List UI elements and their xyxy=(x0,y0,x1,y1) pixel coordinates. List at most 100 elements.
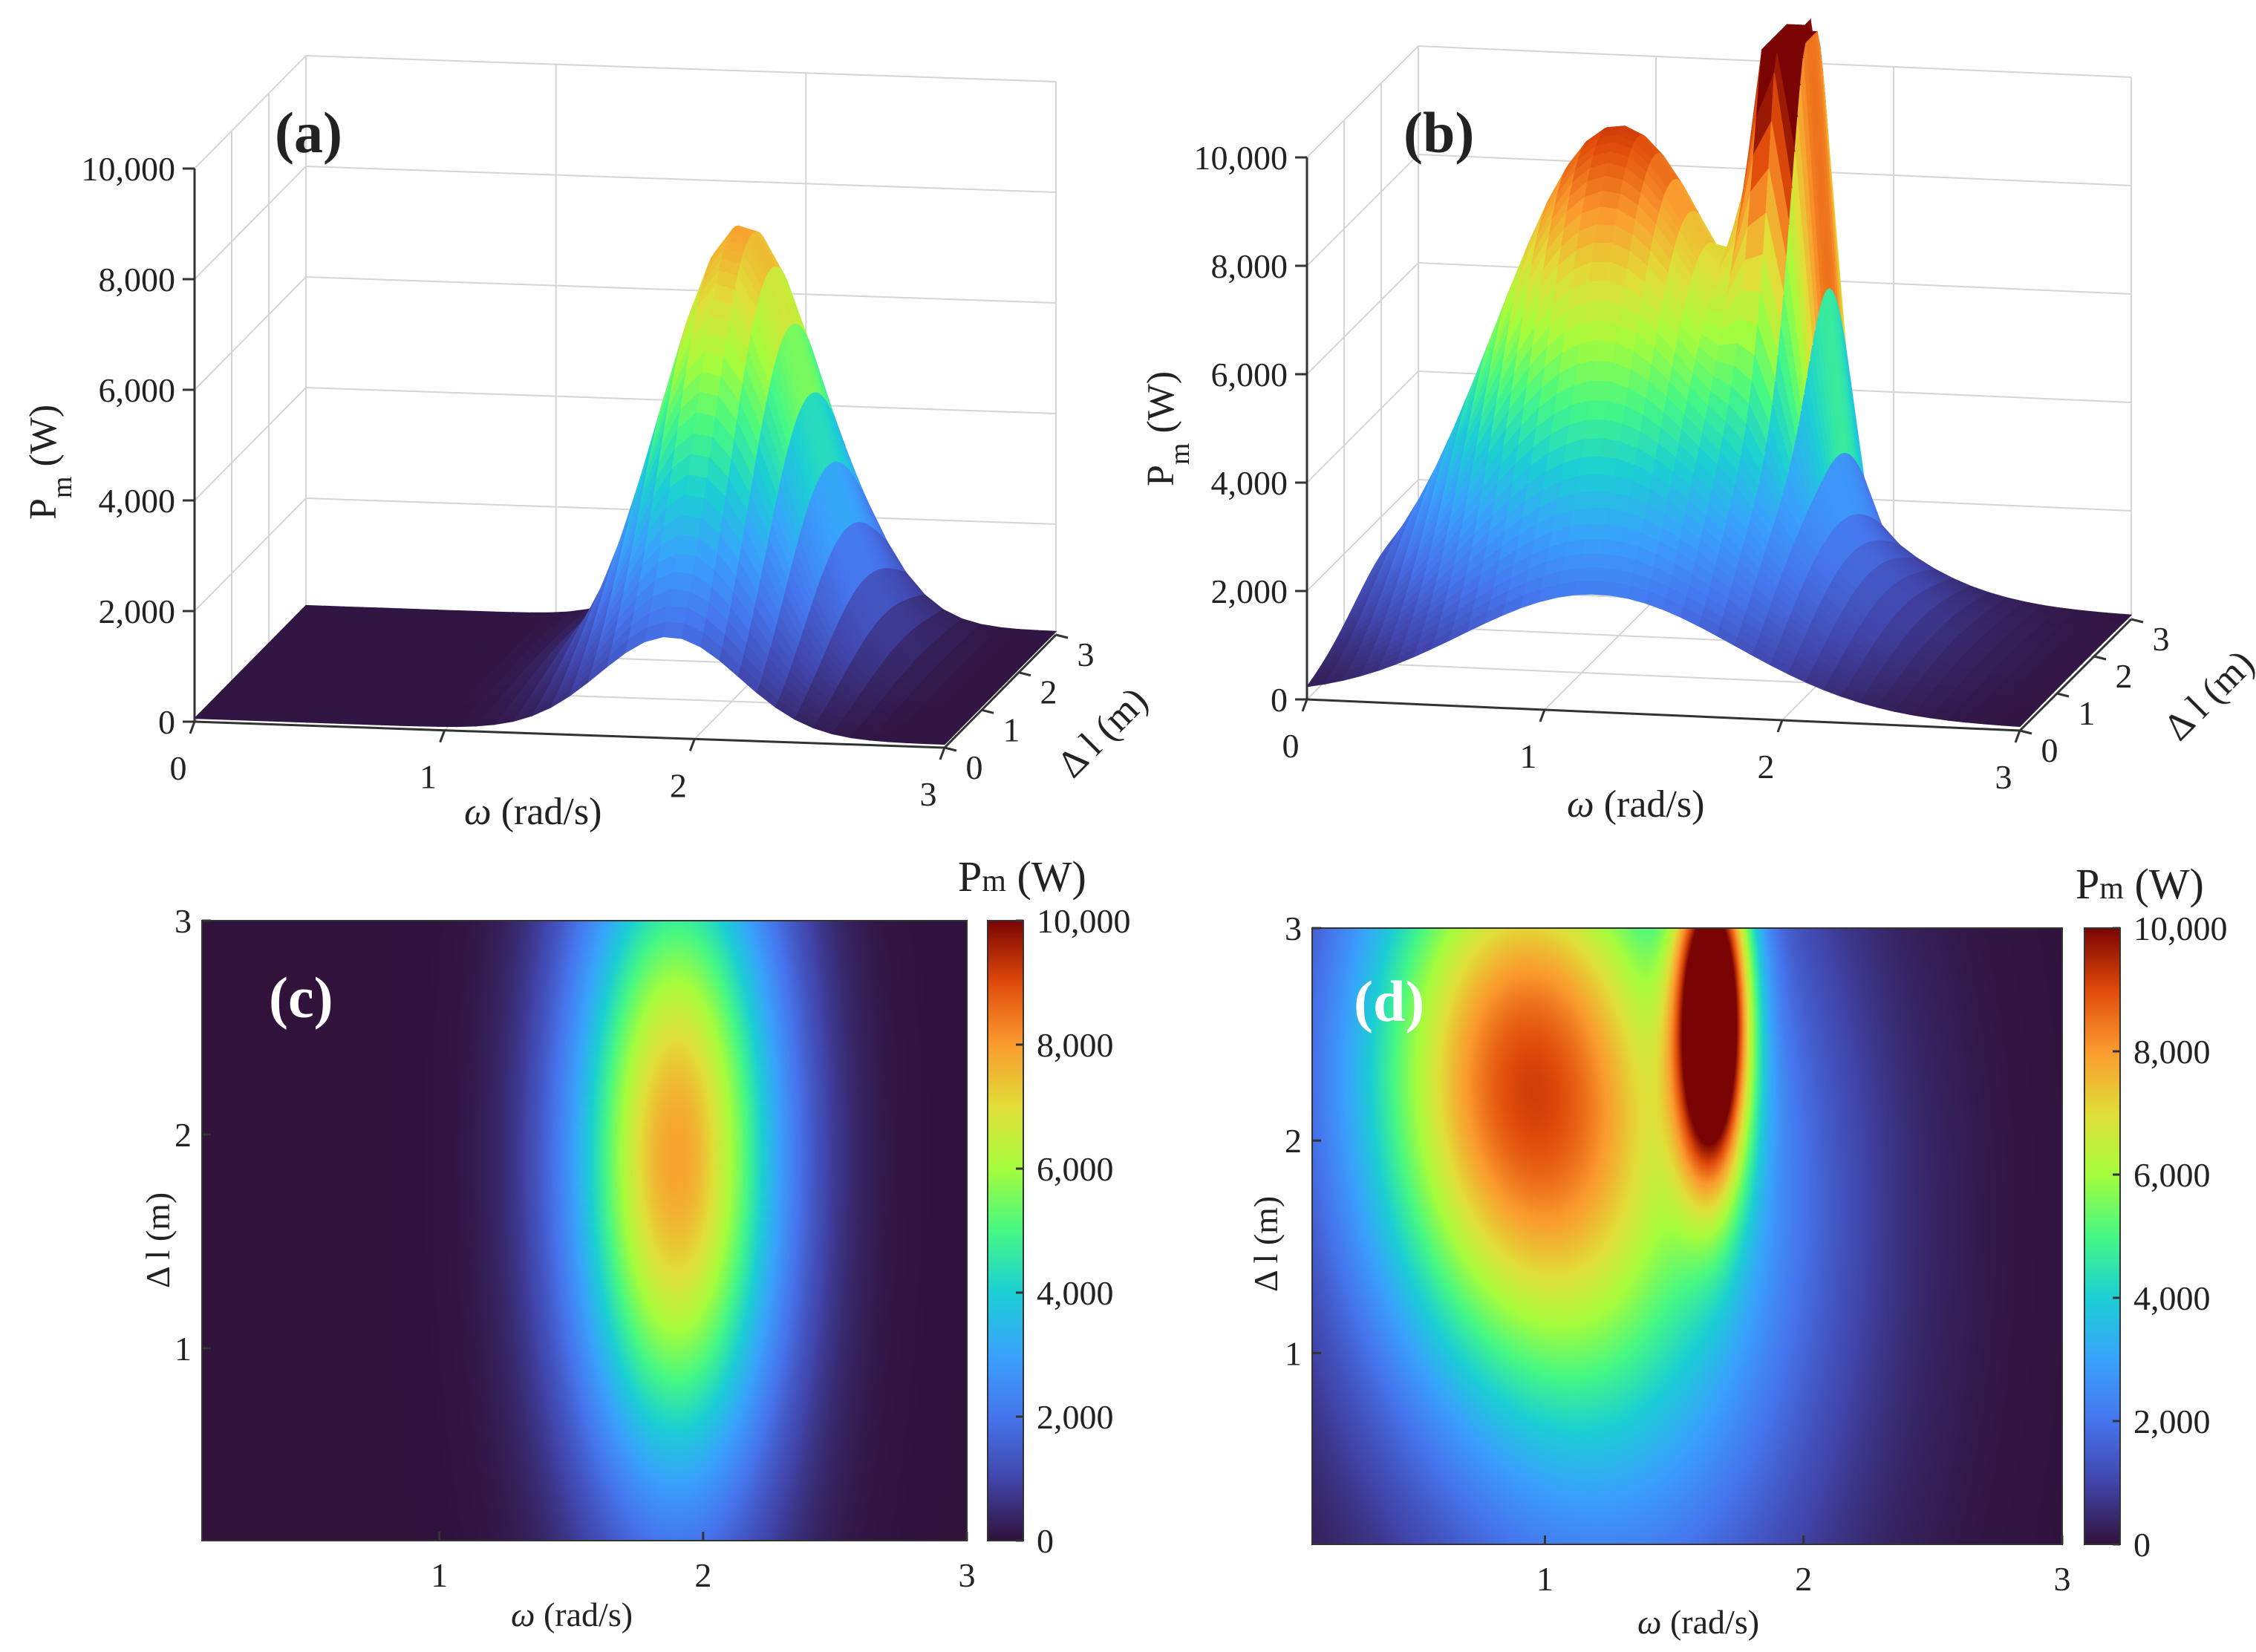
x-axis-line xyxy=(1306,698,2021,732)
x-tick-label: 0 xyxy=(1282,727,1300,765)
colorbar-tick-label: 8,000 xyxy=(1037,1026,1114,1064)
ylabel-b: Δ l (m) xyxy=(2156,642,2256,749)
colorbar-tick-label: 8,000 xyxy=(2133,1033,2211,1071)
y-tick-label: 1 xyxy=(175,1330,192,1368)
z-tick-label: 4,000 xyxy=(1211,464,1288,502)
z-gridline xyxy=(194,386,1057,501)
heatmap-d-image xyxy=(1312,928,2062,1544)
y-tick-label: 2 xyxy=(175,1116,192,1154)
y-tick xyxy=(2056,692,2070,698)
y-tick-label: 0 xyxy=(2041,731,2058,769)
ylabel-c: Δ l (m) xyxy=(139,1192,177,1288)
x-tick xyxy=(1301,699,1308,712)
colorbar-tick-label: 4,000 xyxy=(1037,1274,1114,1312)
z-tick-label: 10,000 xyxy=(1194,139,1288,177)
colorbar-tick-label: 10,000 xyxy=(2133,910,2228,947)
z-tick-label: 0 xyxy=(1271,681,1288,719)
y-tick-label: 2 xyxy=(1285,1122,1302,1160)
y-tick xyxy=(2131,618,2144,624)
axes-d: 1 2 3 1 2 3 0 2,000 4,000 6,000 8,000 10,000 xyxy=(1285,910,2228,1598)
y-tick-label: 2 xyxy=(2116,657,2133,695)
y-tick xyxy=(2019,729,2032,735)
x-tick-label: 0 xyxy=(170,749,187,787)
colorbar-title-c: Pm (W) xyxy=(958,852,1086,901)
x-tick xyxy=(1776,719,1784,733)
panel-c-heatmap: 1 2 3 1 2 3 0 2,000 4,000 6,000 8,000 10,000 xyxy=(175,902,1131,1594)
plot-frame xyxy=(1311,927,2063,1545)
z-tick-label: 0 xyxy=(158,703,175,741)
y-tick xyxy=(944,746,957,752)
colorbar-title-d: Pm (W) xyxy=(2076,860,2204,908)
y-tick xyxy=(1055,633,1069,639)
x-tick-label: 3 xyxy=(1995,758,2012,796)
x-tick-label: 1 xyxy=(420,758,437,796)
y-tick xyxy=(981,708,994,714)
colorbar-tick-label: 2,000 xyxy=(2133,1403,2211,1440)
colorbar-d xyxy=(2084,927,2121,1545)
y-tick-label: 0 xyxy=(966,748,983,786)
x-tick-label: 2 xyxy=(1795,1560,1812,1598)
colorbar-c xyxy=(987,920,1024,1541)
heatmap-c-image xyxy=(202,921,967,1541)
z-tick-label: 8,000 xyxy=(1211,247,1288,285)
ylabel-d: Δ l (m) xyxy=(1247,1196,1285,1292)
colorbar-tick-label: 6,000 xyxy=(1037,1150,1114,1188)
colorbar-tick-label: 6,000 xyxy=(2133,1156,2211,1194)
z-tick-label: 2,000 xyxy=(99,592,176,630)
x-tick-label: 2 xyxy=(670,766,687,804)
y-tick-label: 3 xyxy=(2153,620,2170,658)
x-tick xyxy=(939,747,946,760)
y-axis-line xyxy=(2018,618,2133,732)
xlabel-d: ω (rad/s) xyxy=(1637,1603,1759,1641)
z-tick-label: 6,000 xyxy=(99,371,176,409)
x-tick-label: 3 xyxy=(959,1556,976,1594)
surface-a xyxy=(193,225,1057,745)
y-tick-label: 1 xyxy=(2079,694,2096,732)
y-tick-label: 1 xyxy=(1285,1334,1302,1372)
axes-c: 1 2 3 1 2 3 0 2,000 4,000 6,000 8,000 10,000 xyxy=(175,902,1131,1594)
x-tick xyxy=(2014,730,2021,743)
y-tick-label: 3 xyxy=(1078,636,1095,673)
y-tick-label: 3 xyxy=(175,902,192,940)
colorbar-tick-label: 2,000 xyxy=(1037,1398,1114,1436)
colorbar-tick-label: 10,000 xyxy=(1037,902,1131,940)
y-tick xyxy=(2093,655,2107,661)
z-tick-label: 6,000 xyxy=(1211,356,1288,394)
panel-label-a: (a) xyxy=(275,100,342,165)
x-tick xyxy=(189,721,196,734)
panel-label-c: (c) xyxy=(269,965,333,1030)
y-tick-label: 2 xyxy=(1040,673,1057,711)
y-axis-line xyxy=(943,633,1057,749)
xlabel-a: ω (rad/s) xyxy=(464,791,602,833)
x-tick-label: 1 xyxy=(1520,737,1537,775)
x-tick-label: 2 xyxy=(694,1556,711,1594)
x-tick xyxy=(1539,709,1546,722)
z-gridline xyxy=(194,165,1057,280)
colorbar-tick-label: 4,000 xyxy=(2133,1279,2211,1317)
x-tick xyxy=(688,738,696,751)
y-tick xyxy=(1018,671,1031,677)
y-tick-label: 1 xyxy=(1003,711,1020,748)
xlabel-b: ω (rad/s) xyxy=(1567,783,1704,826)
ylabel-a: Δ l (m) xyxy=(1049,679,1156,786)
plot-frame xyxy=(201,920,968,1541)
x-axis-line xyxy=(194,720,945,749)
z-tick-label: 4,000 xyxy=(99,482,176,520)
y-tick-label: 3 xyxy=(1285,910,1302,947)
colorbar-tick-label: 0 xyxy=(2133,1526,2151,1564)
x-tick-label: 1 xyxy=(1536,1560,1554,1598)
x-tick-label: 2 xyxy=(1758,748,1775,786)
panel-label-b: (b) xyxy=(1404,100,1474,165)
x-tick xyxy=(439,730,446,743)
zlabel-a: Pm (W) xyxy=(22,405,78,520)
z-tick-label: 2,000 xyxy=(1211,572,1288,610)
zlabel-b: Pm (W) xyxy=(1140,371,1196,486)
x-tick-label: 3 xyxy=(920,775,937,813)
colorbar-tick-label: 0 xyxy=(1037,1522,1054,1560)
z-tick-label: 8,000 xyxy=(99,261,176,298)
